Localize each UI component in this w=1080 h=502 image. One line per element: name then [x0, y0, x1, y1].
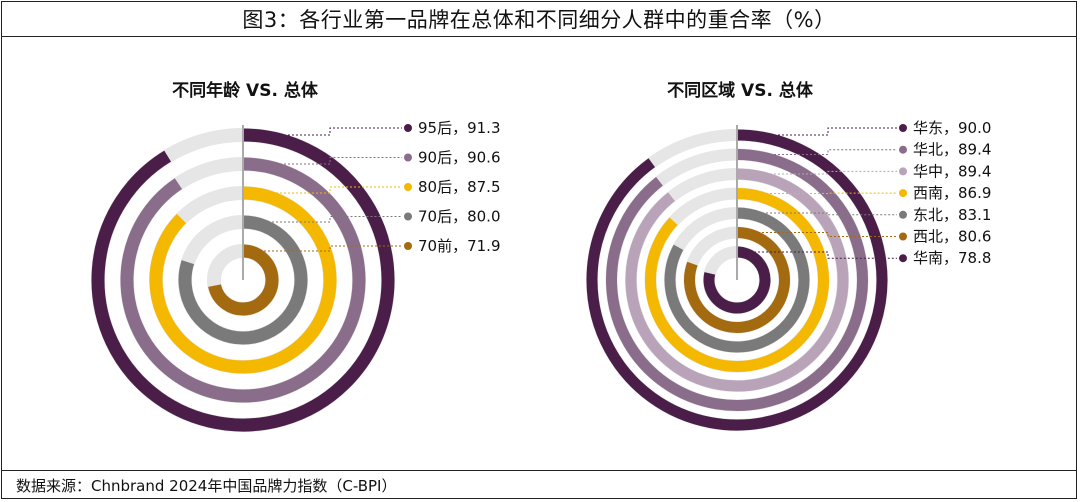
figure-title: 图3：各行业第一品牌在总体和不同细分人群中的重合率（%） [2, 2, 1076, 37]
age-arc-95后 [91, 128, 395, 432]
region-label-华南: 华南，78.8 [913, 249, 991, 267]
age-label-70前: 70前，71.9 [418, 237, 501, 255]
region-leader-华中 [746, 170, 897, 175]
age-arc-80后 [149, 186, 337, 374]
region-label-dot-华北 [899, 145, 907, 154]
age-arc-70前 [208, 244, 279, 316]
region-arc-东北 [664, 207, 810, 353]
age-label-95后: 95后，91.3 [418, 119, 501, 137]
region-leader-华北 [746, 149, 897, 155]
region-label-华北: 华北，89.4 [913, 141, 991, 159]
figure-source: 数据来源：Chnbrand 2024年中国品牌力指数（C-BPI） [2, 470, 1076, 500]
age-label-80后: 80后，87.5 [418, 178, 501, 196]
region-arc-西南 [645, 188, 829, 372]
age-label-dot-70前 [404, 242, 412, 250]
age-arc-90后 [120, 157, 366, 403]
age-chart-title: 不同年龄 VS. 总体 [172, 81, 318, 101]
region-label-dot-华南 [899, 254, 907, 263]
age-leader-80后 [252, 186, 402, 194]
region-leader-华东 [746, 127, 897, 136]
age-leader-70前 [252, 245, 402, 252]
age-arc-70后 [178, 215, 308, 345]
region-label-dot-西北 [899, 232, 907, 241]
region-label-dot-华东 [899, 124, 907, 132]
region-label-华中: 华中，89.4 [913, 162, 991, 180]
region-label-dot-东北 [899, 210, 907, 219]
region-leader-西北 [746, 232, 897, 237]
age-label-dot-80后 [404, 183, 412, 191]
region-label-华东: 华东，90.0 [913, 119, 991, 137]
region-leader-华南 [746, 251, 897, 259]
age-leader-70后 [252, 216, 402, 223]
region-arc-华东 [586, 129, 888, 431]
region-arc-西北 [684, 227, 790, 333]
age-label-90后: 90后，90.6 [418, 149, 501, 167]
region-leader-东北 [746, 212, 897, 216]
region-label-西南: 西南，86.9 [913, 184, 991, 202]
region-arc-华南 [703, 246, 771, 314]
region-label-dot-西南 [899, 189, 907, 198]
region-arc-华北 [606, 149, 868, 411]
region-label-dot-华中 [899, 167, 907, 176]
region-label-西北: 西北，80.6 [913, 228, 991, 246]
age-leader-90后 [252, 157, 402, 165]
age-label-dot-90后 [404, 153, 412, 162]
age-label-70后: 70后，80.0 [418, 208, 501, 226]
age-label-dot-95后 [404, 124, 412, 132]
region-chart-title: 不同区域 VS. 总体 [667, 81, 813, 101]
region-label-东北: 东北，83.1 [913, 206, 991, 224]
age-label-dot-70后 [404, 212, 412, 221]
age-leader-95后 [252, 127, 402, 136]
